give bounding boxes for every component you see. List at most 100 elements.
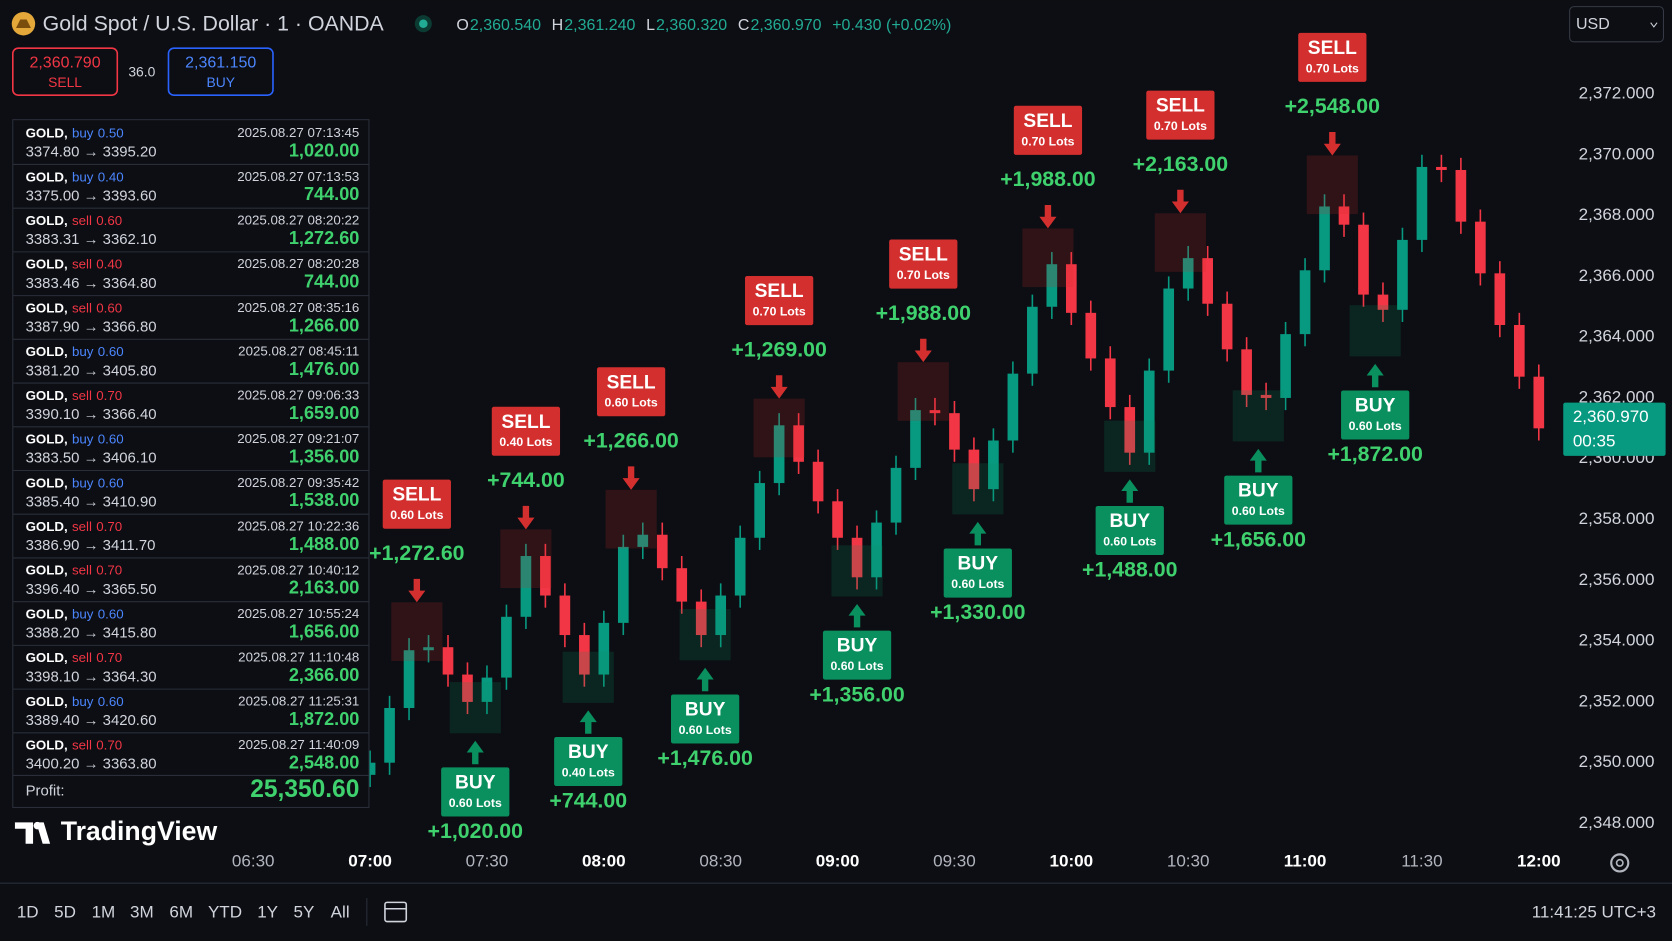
trade-badge	[491, 406, 561, 456]
trade-profit-label: +1,330.00	[930, 600, 1025, 624]
candle-body	[1027, 306, 1038, 374]
trade-lots: 0.70	[96, 519, 122, 534]
trade-badge-lots: 0.40 Lots	[499, 435, 552, 449]
trade-lots: 0.60	[96, 300, 122, 315]
trade-lots: 0.40	[98, 169, 124, 184]
y-tick-label: 2,354.000	[1579, 631, 1655, 650]
trade-head: GOLD, buy 0.60	[26, 344, 124, 359]
trade-head: GOLD, sell 0.70	[26, 737, 123, 752]
trade-side: sell	[72, 519, 92, 534]
ohlc-change: +0.430 (+0.02%)	[832, 17, 951, 34]
date-range-icon[interactable]	[384, 901, 408, 923]
y-tick-label: 2,348.000	[1579, 813, 1655, 832]
trade-symbol: GOLD,	[26, 300, 68, 315]
range-button[interactable]: 1Y	[257, 903, 278, 922]
trade-time: 2025.08.27 11:10:48	[238, 650, 359, 665]
candle-body	[1241, 349, 1252, 395]
trade-badge-label: BUY	[1109, 511, 1150, 532]
range-button[interactable]: All	[331, 903, 350, 922]
candle-body	[1299, 270, 1311, 335]
ohlc-h: 2,361.240	[564, 17, 635, 34]
candle-body	[1494, 273, 1506, 326]
sell-button[interactable]	[11, 47, 119, 96]
settings-icon[interactable]	[1610, 853, 1630, 873]
trades-list: GOLD, buy 0.50 2025.08.27 07:13:45 3374.80 →…	[12, 125, 369, 777]
trade-side: sell	[72, 562, 92, 577]
trade-profit-label: +1,272.60	[369, 541, 464, 565]
trade-arrow	[1249, 448, 1267, 473]
candle-body	[812, 461, 824, 502]
brand-name: TradingView	[61, 816, 218, 846]
trade-time: 2025.08.27 08:35:16	[237, 300, 359, 315]
trade-prices: 3383.50 → 3406.10	[26, 450, 157, 467]
candle-body	[715, 595, 727, 636]
buy-price: 2,361.150	[185, 54, 256, 71]
trade-time: 2025.08.27 07:13:53	[237, 169, 359, 184]
trades-panel	[12, 119, 370, 808]
trade-time: 2025.08.27 11:25:31	[238, 693, 359, 708]
trade-arrow	[969, 521, 987, 546]
range-button[interactable]: 6M	[169, 903, 193, 922]
y-tick-label: 2,356.000	[1579, 570, 1655, 589]
x-tick-label: 12:00	[1517, 851, 1561, 870]
trade-time: 2025.08.27 08:45:11	[238, 344, 359, 359]
candle-body	[559, 595, 571, 636]
ohlc-o-label: O	[456, 17, 468, 34]
buy-button[interactable]	[167, 47, 274, 96]
trade-time: 2025.08.27 10:40:12	[237, 562, 359, 577]
trade-badge-label: BUY	[455, 772, 496, 793]
trade-time: 2025.08.27 08:20:28	[237, 256, 359, 271]
trade-time: 2025.08.27 11:40:09	[238, 737, 359, 752]
candle-body	[695, 601, 707, 636]
trade-prices: 3381.20 → 3405.80	[26, 362, 157, 379]
range-button[interactable]: 5Y	[293, 903, 314, 922]
trade-symbol: GOLD,	[26, 387, 68, 402]
trade-arrow	[466, 740, 484, 765]
x-tick-label: 07:30	[466, 851, 509, 870]
trade-head: GOLD, buy 0.60	[26, 475, 124, 490]
trade-profit: 1,488.00	[289, 534, 360, 554]
trade-symbol: GOLD,	[26, 693, 68, 708]
trade-arrow	[579, 710, 597, 734]
range-button[interactable]: 5D	[54, 903, 76, 922]
trade-arrow	[1121, 479, 1139, 503]
trade-zone	[605, 489, 657, 549]
trade-badge	[1341, 390, 1410, 440]
symbol-title: Gold Spot / U.S. Dollar · 1 · OANDA	[43, 11, 385, 35]
symbol-icon-bars	[15, 19, 31, 28]
x-tick-label: 10:30	[1167, 851, 1210, 870]
candle-body	[579, 635, 590, 675]
trade-profit-label: +1,872.00	[1327, 442, 1422, 466]
ohlc-line: O2,360.540 H2,361.240 L2,360.320 C2,360.970…	[456, 17, 951, 34]
trade-badge-lots: 0.70 Lots	[1306, 61, 1359, 75]
range-button[interactable]: 3M	[130, 903, 154, 922]
trade-profit-label: +1,988.00	[1000, 167, 1095, 191]
trade-head: GOLD, buy 0.50	[26, 125, 124, 140]
last-price-label: 2,360.970	[1573, 407, 1649, 426]
range-button[interactable]: 1M	[92, 903, 116, 922]
candle-body	[1455, 169, 1467, 222]
range-button[interactable]: 1D	[17, 903, 39, 922]
trade-zone	[679, 609, 731, 661]
candle-body	[1046, 264, 1058, 307]
trade-lots: 0.70	[96, 387, 122, 402]
candle-body	[598, 622, 610, 675]
trade-head: GOLD, sell 0.70	[26, 562, 123, 577]
sell-label: SELL	[48, 74, 82, 90]
candle-body	[988, 440, 999, 490]
trade-badge	[943, 548, 1012, 598]
trade-arrow	[517, 505, 535, 530]
trade-badge-lots: 0.60 Lots	[1103, 534, 1156, 548]
trade-symbol: GOLD,	[26, 431, 68, 446]
trade-badge	[1224, 475, 1293, 525]
candle-body	[1475, 221, 1486, 274]
trade-prices: 3390.10 → 3366.40	[26, 406, 157, 423]
currency-select[interactable]	[1569, 6, 1665, 43]
trade-profit: 744.00	[304, 272, 359, 292]
candle-body	[617, 546, 629, 623]
trade-badge-lots: 0.60 Lots	[679, 723, 732, 737]
range-button[interactable]: YTD	[208, 903, 242, 922]
trade-head: GOLD, sell 0.70	[26, 519, 123, 534]
trade-symbol: GOLD,	[26, 475, 68, 490]
candle-body	[1007, 373, 1019, 441]
